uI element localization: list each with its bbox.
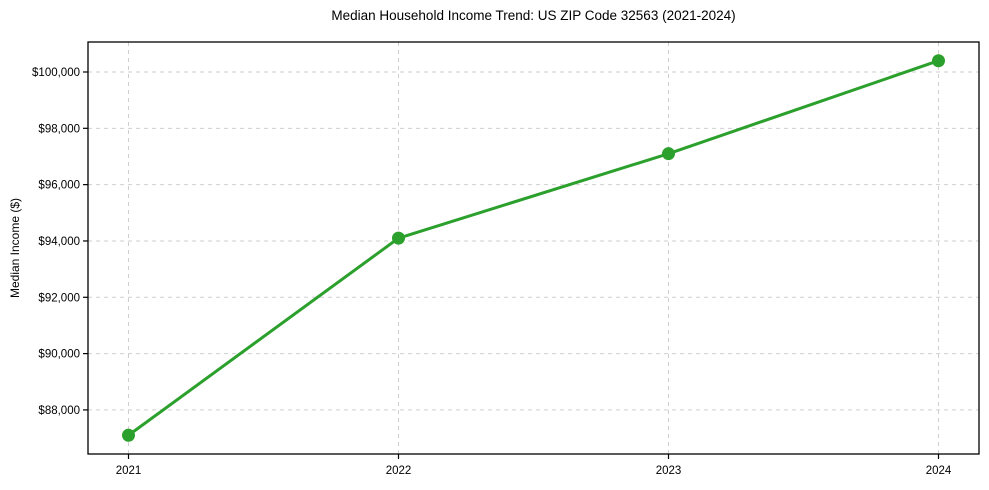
x-tick-label: 2023: [656, 465, 682, 477]
data-point: [392, 231, 405, 245]
y-tick-label: $96,000: [38, 180, 80, 192]
data-point: [662, 147, 675, 161]
y-tick-label: $100,000: [32, 67, 80, 79]
plot-border: [87, 41, 980, 455]
data-point: [122, 428, 135, 442]
trend-line: [127, 59, 940, 437]
x-tick-label: 2022: [386, 465, 412, 477]
y-tick-label: $90,000: [38, 349, 80, 361]
data-point: [932, 54, 945, 68]
y-tick-label: $98,000: [38, 123, 80, 135]
y-tick-label: $92,000: [38, 292, 80, 304]
x-tick-label: 2024: [926, 465, 952, 477]
y-tick-label: $88,000: [38, 405, 80, 417]
y-tick-label: $94,000: [38, 236, 80, 248]
x-tick-label: 2021: [116, 465, 142, 477]
chart-title: Median Household Income Trend: US ZIP Co…: [331, 8, 736, 23]
